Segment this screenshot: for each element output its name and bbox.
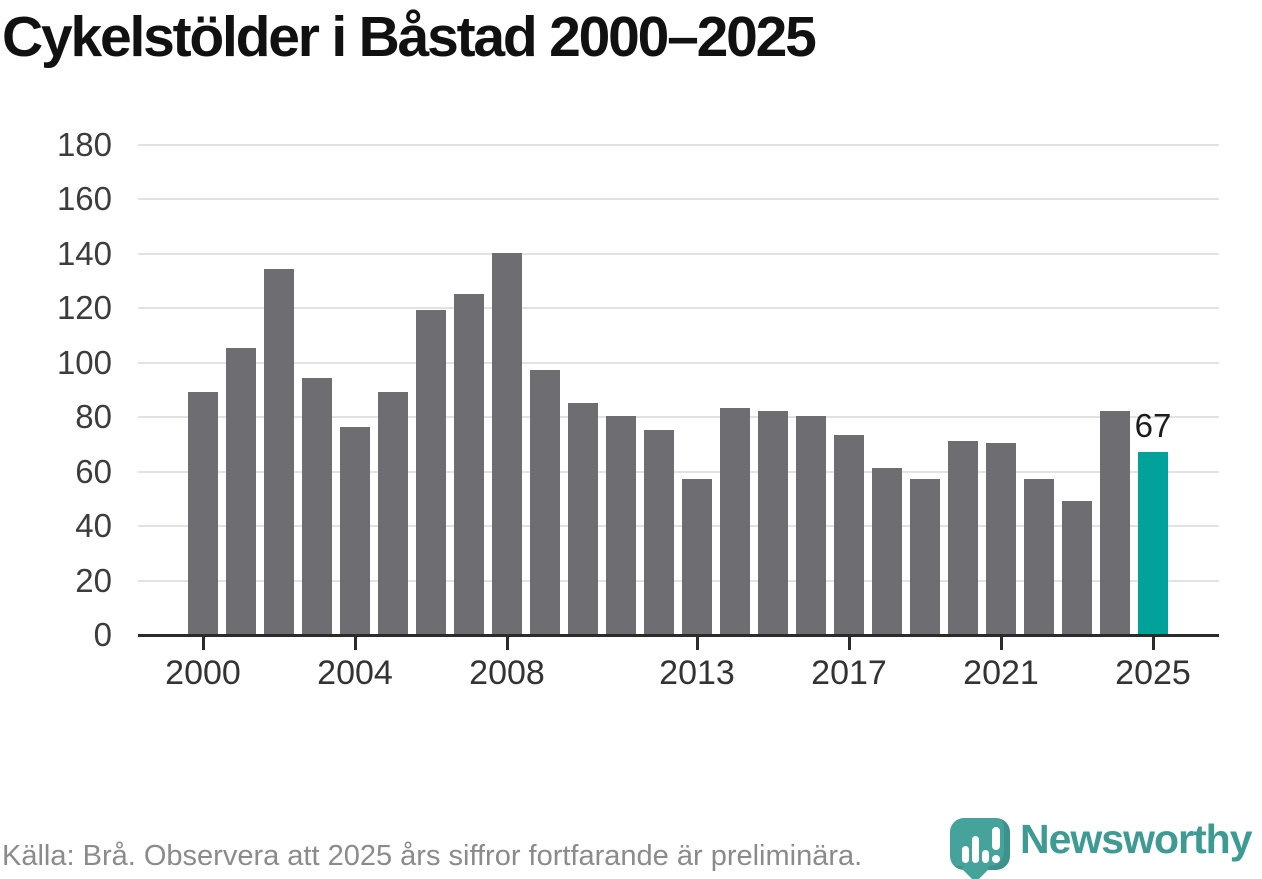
- x-tick-label-2000: 2000: [165, 654, 241, 692]
- bar-2023: [1062, 501, 1092, 634]
- bar-2010: [568, 403, 598, 634]
- bar-2006: [416, 310, 446, 634]
- gridline-y-120: [138, 307, 1219, 310]
- gridline-y-140: [138, 252, 1219, 255]
- x-tick-mark-2008: [505, 636, 509, 650]
- newsworthy-pin-barchart-icon: [950, 818, 1010, 879]
- y-tick-label-120: 120: [56, 289, 112, 327]
- y-tick-label-0: 0: [93, 616, 112, 653]
- x-tick-mark-2017: [847, 636, 851, 650]
- plot-area: 67: [138, 144, 1219, 637]
- x-tick-mark-2000: [201, 636, 205, 650]
- y-tick-label-40: 40: [75, 507, 112, 545]
- bar-2018: [872, 468, 902, 634]
- bar-2003: [302, 378, 332, 634]
- gridline-y-160: [138, 198, 1219, 201]
- x-tick-label-2025: 2025: [1115, 654, 1191, 692]
- bar-2015: [758, 411, 788, 634]
- y-tick-label-20: 20: [75, 561, 112, 599]
- y-axis: 0 20 40 60 80 100 120 140 160 180: [0, 126, 112, 653]
- bar-2024: [1100, 411, 1130, 634]
- x-tick-label-2017: 2017: [811, 654, 887, 692]
- x-tick-label-2004: 2004: [317, 654, 393, 692]
- bar-2016: [796, 416, 826, 634]
- x-axis-line: [138, 634, 1219, 637]
- bar-2021: [986, 443, 1016, 634]
- y-tick-label-140: 140: [56, 234, 112, 272]
- newsworthy-logo[interactable]: Newsworthy: [948, 816, 1262, 879]
- x-tick-mark-2025: [1151, 636, 1155, 650]
- gridline-y-20: [138, 579, 1219, 582]
- bar-2011: [606, 416, 636, 634]
- bar-2019: [910, 479, 940, 634]
- y-tick-label-180: 180: [56, 126, 112, 163]
- gridline-y-180: [138, 144, 1219, 146]
- source-note: Källa: Brå. Observera att 2025 års siffr…: [2, 840, 863, 872]
- gridline-y-80: [138, 416, 1219, 419]
- x-tick-mark-2013: [695, 636, 699, 650]
- x-tick-label-2008: 2008: [469, 654, 545, 692]
- chart-title: Cykelstölder i Båstad 2000–2025: [2, 5, 817, 69]
- bar-2000: [188, 392, 218, 634]
- bar-2001: [226, 348, 256, 634]
- bar-2012: [644, 430, 674, 634]
- gridline-y-40: [138, 525, 1219, 528]
- bar-2008: [492, 253, 522, 634]
- bar-2004: [340, 427, 370, 634]
- bar-2017: [834, 435, 864, 634]
- newsworthy-wordmark: Newsworthy: [1020, 816, 1252, 862]
- y-tick-label-100: 100: [56, 343, 112, 381]
- x-tick-label-2013: 2013: [659, 654, 735, 692]
- bar-2005: [378, 392, 408, 634]
- x-tick-label-2021: 2021: [963, 654, 1039, 692]
- highlight-value-label: 67: [1134, 406, 1172, 444]
- bar-2013: [682, 479, 712, 634]
- bar-2007: [454, 294, 484, 634]
- x-tick-mark-2021: [999, 636, 1003, 650]
- gridline-y-100: [138, 361, 1219, 364]
- y-tick-label-80: 80: [75, 398, 112, 436]
- bar-2009: [530, 370, 560, 634]
- bar-2014: [720, 408, 750, 634]
- bar-2022: [1024, 479, 1054, 634]
- bar-2020: [948, 441, 978, 634]
- bar-2025: [1138, 452, 1168, 634]
- x-axis: 2000 2004 2008 2013 2017 2021 2025: [138, 636, 1219, 706]
- x-tick-mark-2004: [353, 636, 357, 650]
- bar-2002: [264, 269, 294, 634]
- y-tick-label-160: 160: [56, 180, 112, 218]
- gridline-y-60: [138, 470, 1219, 473]
- y-tick-label-60: 60: [75, 452, 112, 490]
